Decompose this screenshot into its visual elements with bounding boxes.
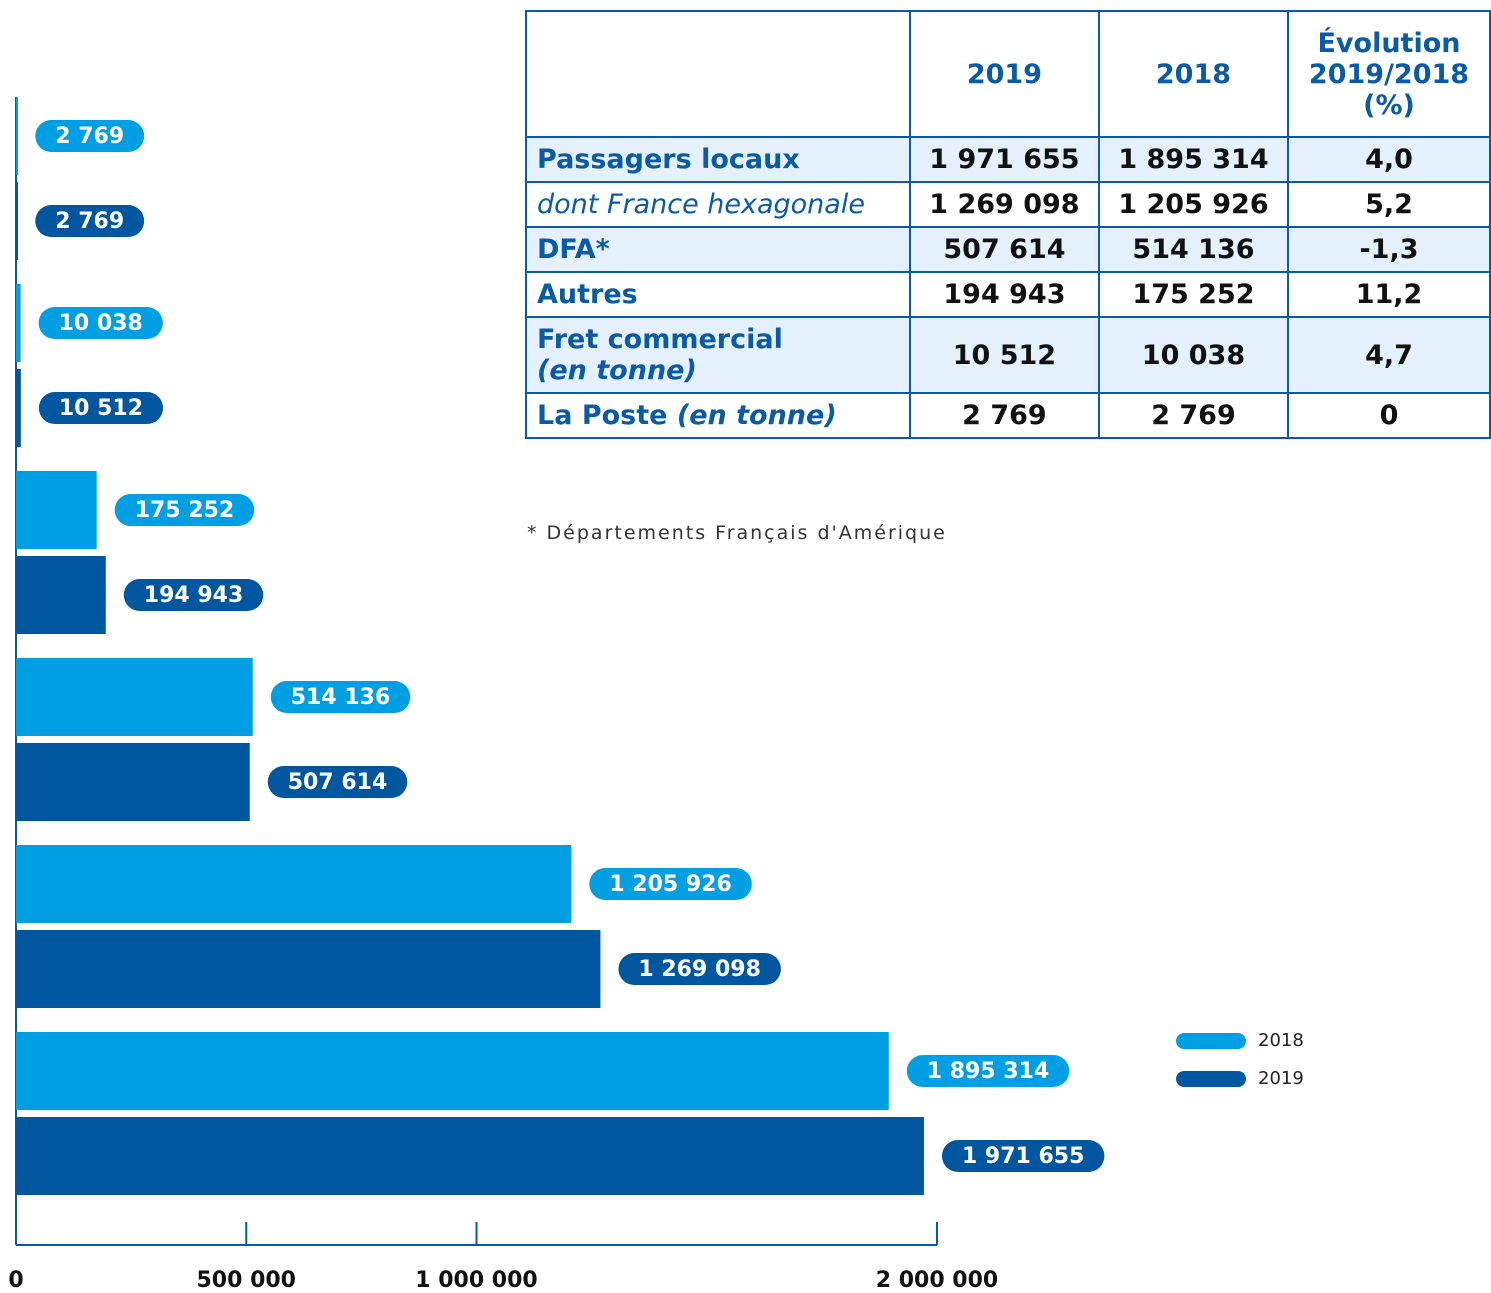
value-label: 1 895 314 [927, 1059, 1049, 1084]
x-tick-label: 1 000 000 [415, 1268, 537, 1293]
value-label: 10 038 [59, 311, 143, 336]
table-row: DFA* 507 614 514 136 -1,3 [525, 226, 1491, 273]
cell: 0 [1287, 392, 1491, 439]
bar [16, 97, 18, 175]
value-label-bg [618, 953, 781, 985]
cell: 10 512 [908, 316, 1100, 394]
value-label-bg [906, 1055, 1070, 1087]
value-label: 194 943 [144, 583, 244, 608]
value-label: 2 769 [55, 209, 124, 234]
cell: 175 252 [1097, 271, 1290, 318]
value-label-bg [589, 868, 752, 900]
bar [16, 1117, 924, 1195]
row-label-text: dont France hexagonale [537, 189, 865, 220]
row-label-note: (en tonne) [537, 355, 697, 386]
value-label: 1 971 655 [962, 1144, 1084, 1169]
cell: 4,7 [1287, 316, 1491, 394]
row-label: Passagers locaux [525, 136, 911, 183]
x-tick-label: 500 000 [196, 1268, 296, 1293]
cell: 194 943 [908, 271, 1100, 318]
table-row: Fret commercial (en tonne) 10 512 10 038 4,7 [525, 316, 1491, 394]
value-label-bg [941, 1140, 1105, 1172]
data-table: 2019 2018 Évolution 2019/2018 (%) Passagers… [525, 10, 1491, 439]
cell: 10 038 [1097, 316, 1290, 394]
row-label: dont France hexagonale [525, 181, 911, 228]
row-label-text: Passagers locaux [537, 144, 800, 175]
legend-swatch [1176, 1033, 1246, 1049]
column-header: Évolution 2019/2018 (%) [1287, 10, 1491, 138]
bar [16, 182, 18, 260]
footnote: * Départements Français d'Amérique [527, 522, 947, 544]
value-label-bg [114, 494, 255, 526]
cell: 5,2 [1287, 181, 1491, 228]
value-label-bg [270, 681, 411, 713]
value-label: 175 252 [135, 498, 235, 523]
table-row: Passagers locaux 1 971 655 1 895 314 4,0 [525, 136, 1491, 183]
value-label-bg [38, 392, 164, 424]
cell: 1 971 655 [908, 136, 1100, 183]
bar [16, 471, 97, 549]
cell: 1 205 926 [1097, 181, 1290, 228]
bar [16, 743, 250, 821]
x-tick-label: 2 000 000 [876, 1268, 998, 1293]
cell: 1 895 314 [1097, 136, 1290, 183]
cell: 11,2 [1287, 271, 1491, 318]
value-label: 1 205 926 [609, 872, 731, 897]
value-label: 514 136 [291, 685, 391, 710]
value-label-bg [123, 579, 264, 611]
table-row: La Poste (en tonne) 2 769 2 769 0 [525, 392, 1491, 439]
bar [16, 284, 21, 362]
value-label: 2 769 [55, 124, 124, 149]
cell: 507 614 [908, 226, 1100, 273]
column-header: 2019 [908, 10, 1100, 138]
row-label: Autres [525, 271, 911, 318]
value-label-bg [35, 120, 145, 152]
cell: -1,3 [1287, 226, 1491, 273]
value-label: 507 614 [288, 770, 388, 795]
corner [525, 10, 911, 138]
row-label-text: DFA* [537, 234, 610, 265]
cell: 2 769 [908, 392, 1100, 439]
value-label: 10 512 [59, 396, 143, 421]
bar [16, 369, 21, 447]
bar [16, 1032, 889, 1110]
row-label: DFA* [525, 226, 911, 273]
row-label: La Poste (en tonne) [525, 392, 911, 439]
table-row: Autres 194 943 175 252 11,2 [525, 271, 1491, 318]
table-row: dont France hexagonale 1 269 098 1 205 926… [525, 181, 1491, 228]
value-label-bg [267, 766, 408, 798]
bar [16, 845, 572, 923]
value-label: 1 269 098 [638, 957, 760, 982]
row-label-text: Autres [537, 279, 638, 310]
row-label-text: La Poste [537, 400, 668, 431]
legend-swatch [1176, 1071, 1246, 1087]
legend-label: 2018 [1258, 1030, 1304, 1051]
row-label: Fret commercial (en tonne) [525, 316, 911, 394]
bar [16, 658, 253, 736]
value-label-bg [35, 205, 145, 237]
header-row: 2019 2018 Évolution 2019/2018 (%) [525, 10, 1491, 138]
cell: 4,0 [1287, 136, 1491, 183]
cell: 514 136 [1097, 226, 1290, 273]
bar [16, 930, 601, 1008]
column-header: 2018 [1097, 10, 1290, 138]
value-label-bg [38, 307, 163, 339]
legend-label: 2019 [1258, 1068, 1304, 1089]
row-label-text: Fret commercial [537, 324, 783, 355]
x-tick-label: 0 [8, 1268, 23, 1293]
bar [16, 556, 106, 634]
row-label-note: (en tonne) [676, 400, 837, 431]
cell: 2 769 [1097, 392, 1290, 439]
cell: 1 269 098 [908, 181, 1100, 228]
